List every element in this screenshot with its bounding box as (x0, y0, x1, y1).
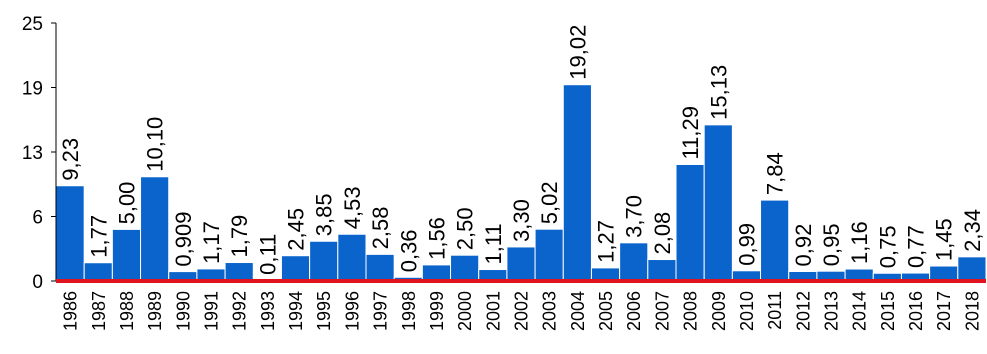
bar-1995 (309, 240, 339, 282)
x-tick-label: 2004 (568, 291, 588, 331)
x-tick-label: 1997 (371, 291, 391, 331)
x-tick-label: 1995 (314, 291, 334, 331)
y-tick-label: 19 (22, 79, 43, 100)
data-label: 0,92 (791, 224, 816, 267)
data-label: 0,11 (255, 234, 280, 275)
data-label: 19,02 (565, 25, 590, 80)
data-label: 1,77 (86, 215, 111, 258)
data-label: 9,23 (58, 138, 83, 181)
bar-1987 (83, 262, 113, 282)
x-tick-label: 2006 (624, 291, 644, 331)
data-label: 0,36 (396, 229, 421, 272)
x-tick-label: 1992 (230, 291, 250, 331)
bar-1992 (224, 262, 254, 282)
bar-2000 (450, 254, 480, 282)
x-tick-label: 1996 (342, 291, 362, 331)
x-tick-label: 2015 (878, 291, 898, 331)
x-tick-label: 2016 (906, 291, 926, 331)
x-tick-label: 2008 (681, 291, 701, 331)
data-label: 11,29 (678, 106, 703, 159)
x-tick-label: 2009 (709, 291, 729, 331)
x-tick-label: 2002 (512, 291, 532, 331)
x-tick-label: 2018 (962, 291, 982, 331)
data-label: 10,10 (143, 117, 168, 172)
x-tick-label: 1999 (427, 291, 447, 331)
x-tick-label: 1991 (202, 291, 222, 331)
y-tick-label: 13 (22, 143, 43, 164)
data-label: 5,00 (114, 182, 139, 225)
x-tick-label: 1998 (399, 291, 419, 331)
data-label: 2,45 (284, 208, 309, 251)
data-label: 0,99 (734, 223, 759, 266)
x-tick-label: 2014 (850, 291, 870, 331)
bar-2004 (562, 84, 592, 282)
bar-2018 (957, 256, 987, 282)
x-tick-label: 1990 (173, 291, 193, 331)
data-label: 4,53 (340, 186, 365, 229)
x-tick-label: 1988 (117, 291, 137, 331)
data-label: 1,27 (594, 220, 619, 263)
x-tick-label: 2000 (455, 291, 475, 331)
data-label: 2,08 (650, 212, 675, 255)
y-axis: 0 6 13 19 25 (22, 14, 57, 293)
y-tick-label: 0 (32, 272, 43, 293)
data-label: 2,58 (368, 207, 393, 250)
data-label: 0,77 (904, 225, 929, 268)
data-label: 1,45 (932, 218, 957, 261)
data-label: 3,85 (312, 193, 337, 236)
data-label: 15,13 (706, 65, 731, 120)
bar-2008 (675, 163, 705, 282)
data-label: 5,02 (537, 181, 562, 224)
x-tick-label: 2005 (596, 291, 616, 331)
bar-1996 (337, 233, 367, 282)
x-tick-label: 2001 (483, 291, 503, 331)
bar-1997 (365, 253, 395, 282)
bar-2017 (929, 265, 959, 282)
data-label: 7,84 (763, 152, 788, 195)
data-label: 2,50 (453, 207, 478, 250)
data-label: 1,17 (199, 221, 224, 264)
data-label: 0,909 (171, 212, 196, 267)
data-label: 1,16 (847, 221, 872, 264)
bar-2002 (506, 246, 536, 282)
data-label: 0,95 (819, 223, 844, 266)
x-tick-label: 2011 (765, 291, 785, 330)
x-tick-label: 2010 (737, 291, 757, 331)
x-tick-label: 2012 (793, 291, 813, 331)
bar-2006 (619, 242, 649, 282)
x-tick-label: 1994 (286, 291, 306, 331)
x-tick-label: 1986 (61, 291, 81, 331)
x-tick-label: 2017 (934, 291, 954, 331)
bar-2009 (703, 124, 733, 282)
x-tick-label: 1989 (145, 291, 165, 331)
data-label: 3,30 (509, 199, 534, 242)
bar-2003 (534, 228, 564, 282)
x-tick-label: 2013 (822, 291, 842, 331)
bar-1994 (280, 255, 311, 282)
data-label: 0,75 (875, 225, 900, 268)
bar-1988 (111, 228, 142, 282)
bar-1989 (140, 176, 170, 282)
y-tick-label: 6 (32, 208, 43, 229)
x-axis: 1986 1987 1988 1989 1990 1991 1992 1993 1994 1995… (56, 279, 986, 331)
bar-2011 (760, 199, 790, 282)
x-tick-label: 2003 (540, 291, 560, 331)
bars-group (55, 84, 987, 282)
data-label: 1,56 (424, 217, 449, 260)
bar-1999 (421, 264, 452, 282)
x-tick-label: 2007 (652, 291, 672, 331)
bar-1986 (55, 185, 85, 282)
x-tick-label: 1987 (89, 291, 109, 331)
data-label: 1,79 (227, 215, 252, 258)
y-tick-label: 25 (22, 14, 43, 35)
data-label: 2,34 (960, 209, 985, 252)
x-tick-label: 1993 (258, 291, 278, 331)
data-label: 1,11 (481, 223, 506, 264)
bar-2007 (647, 259, 677, 282)
data-label: 3,70 (622, 195, 647, 238)
